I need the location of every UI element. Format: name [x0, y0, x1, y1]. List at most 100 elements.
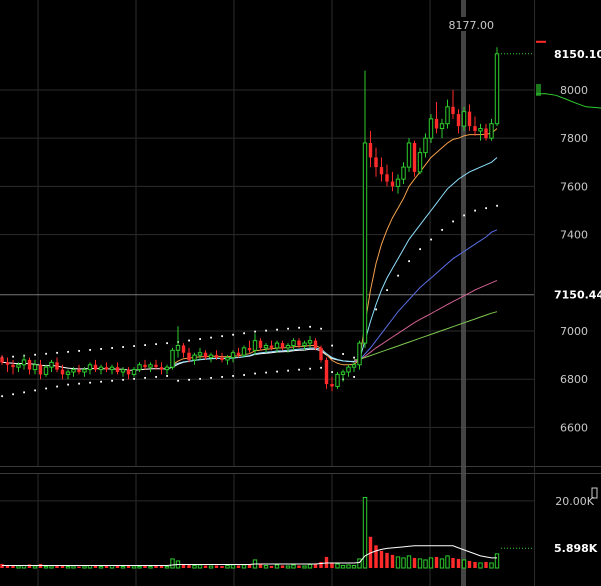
- dotted-lower-band-dot: [56, 385, 58, 388]
- volume-bar-down: [313, 563, 318, 568]
- candle-body-up: [208, 354, 214, 359]
- dotted-lower-band-dot: [199, 377, 201, 380]
- dotted-upper-band-dot: [56, 351, 58, 354]
- dotted-upper-band-dot: [331, 344, 333, 347]
- candle-body-down: [11, 364, 15, 368]
- candle-body-down: [412, 142, 417, 172]
- candle-body-up: [109, 366, 115, 371]
- volume-bar-up: [120, 565, 126, 569]
- moving-average-line: [353, 229, 498, 362]
- candle-body-down: [181, 345, 186, 353]
- candle-body-up: [274, 342, 280, 349]
- volume-bar-up: [439, 558, 445, 569]
- axis-price-trace: [535, 93, 601, 109]
- volume-bar-down: [236, 565, 241, 568]
- candle-body-down: [143, 364, 147, 368]
- candle-body-up: [87, 364, 93, 371]
- dotted-lower-band-dot: [287, 369, 289, 372]
- candle-body-down: [484, 128, 488, 139]
- volume-bar-up: [192, 564, 197, 569]
- dotted-upper-band-dot: [320, 327, 322, 330]
- dotted-upper-band-dot: [254, 330, 256, 333]
- volume-bar-up: [49, 565, 54, 569]
- volume-bar-down: [258, 564, 263, 568]
- candle-body-up: [335, 373, 340, 387]
- candle-body-up: [241, 347, 247, 356]
- dotted-lower-band-dot: [254, 372, 256, 375]
- candle-body-up: [478, 128, 483, 132]
- volume-bar-down: [115, 565, 120, 568]
- volume-bar-up: [71, 565, 76, 569]
- dotted-lower-band-dot: [34, 389, 36, 392]
- volume-bar-down: [77, 566, 81, 568]
- dotted-upper-band-dot: [78, 349, 80, 352]
- volume-bar-down: [27, 564, 32, 568]
- volume-bar-down: [159, 565, 164, 568]
- candle-body-up: [197, 352, 203, 356]
- candle-body-down: [434, 118, 439, 129]
- dotted-lower-band-dot: [210, 376, 212, 379]
- candle-body-down: [390, 181, 395, 187]
- dotted-lower-band-dot: [1, 395, 3, 398]
- dotted-lower-band-dot: [89, 381, 91, 384]
- dotted-lower-band-dot: [276, 370, 278, 373]
- volume-bar-down: [55, 565, 59, 568]
- moving-average-line: [353, 311, 498, 361]
- dotted-upper-band-dot: [276, 328, 278, 331]
- volume-bar-up: [357, 558, 362, 569]
- volume-bar-down: [412, 557, 417, 568]
- candle-body-up: [439, 123, 445, 130]
- volume-bar-up: [170, 558, 175, 569]
- volume-bar-down: [374, 545, 378, 568]
- dotted-upper-band-dot: [419, 248, 421, 251]
- volume-axis-marker: [591, 487, 598, 499]
- volume-tick-label: 20.00K: [555, 495, 594, 508]
- dotted-upper-band-dot: [496, 204, 498, 207]
- candle-body-down: [5, 362, 10, 365]
- volume-bar-up: [406, 555, 412, 569]
- dotted-upper-band-dot: [287, 327, 289, 330]
- volume-bar-down: [324, 556, 329, 568]
- candle-body-up: [445, 106, 450, 125]
- volume-bar-down: [456, 558, 461, 568]
- volume-bar-up: [351, 564, 357, 569]
- candle-body-up: [417, 152, 423, 173]
- candle-body-down: [77, 369, 81, 372]
- volume-bar-up: [225, 564, 230, 569]
- dotted-lower-band-dot: [45, 387, 47, 390]
- volume-bar-up: [98, 565, 104, 569]
- candle-body-down: [297, 340, 301, 346]
- dotted-upper-band-dot: [265, 329, 267, 332]
- volume-bar-down: [473, 561, 477, 568]
- dotted-lower-band-dot: [100, 380, 102, 383]
- candle-body-up: [148, 364, 153, 368]
- dotted-upper-band-dot: [166, 342, 168, 345]
- volume-bar-down: [220, 565, 224, 568]
- dotted-upper-band-dot: [122, 346, 124, 348]
- dotted-upper-band-dot: [452, 220, 454, 223]
- volume-bar-down: [154, 565, 158, 568]
- last-volume-tag: 5.898K: [554, 542, 598, 555]
- volume-bar-down: [93, 565, 98, 568]
- candle-body-down: [27, 359, 32, 370]
- price-tick-label: 7600: [560, 180, 588, 193]
- volume-bar-up: [362, 497, 368, 569]
- dotted-upper-band-dot: [12, 355, 14, 358]
- volume-bar-up: [461, 559, 467, 569]
- candle-body-down: [324, 359, 329, 385]
- candle-body-up: [489, 123, 494, 139]
- candle-body-down: [269, 345, 274, 348]
- axis-marker: [536, 83, 541, 96]
- candle-body-up: [49, 361, 54, 368]
- candle-body-down: [0, 357, 4, 363]
- volume-bar-up: [428, 557, 434, 569]
- crosshair-price-label: 8177.00: [449, 19, 495, 32]
- candle-body-up: [71, 369, 76, 373]
- candle-body-up: [307, 340, 313, 344]
- candle-body-up: [395, 178, 401, 187]
- candle-body-up: [21, 359, 27, 366]
- dotted-upper-band-dot: [232, 333, 234, 336]
- candle-body-down: [104, 367, 109, 370]
